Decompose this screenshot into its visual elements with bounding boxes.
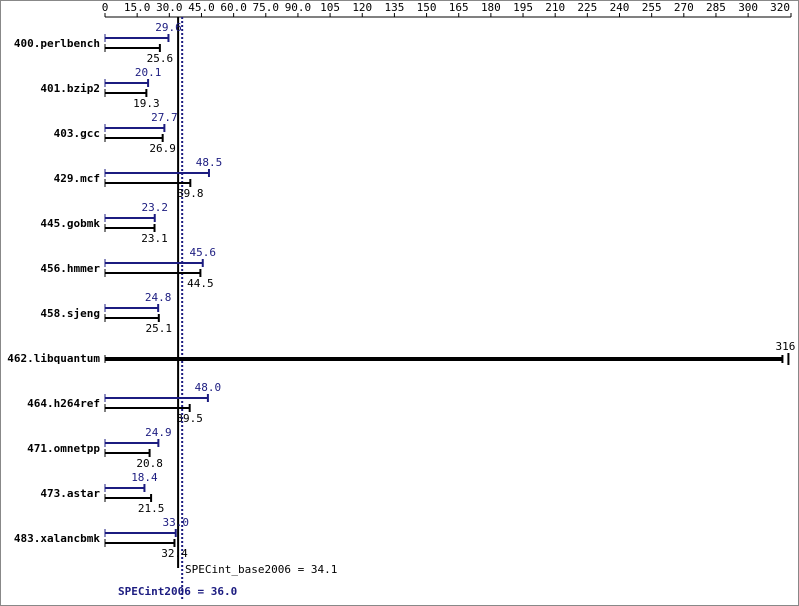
x-tick-label: 120 bbox=[352, 1, 372, 14]
x-tick-label: 135 bbox=[384, 1, 404, 14]
value-label: 316 bbox=[775, 340, 795, 353]
value-label: 27.7 bbox=[151, 111, 178, 124]
value-label: 48.0 bbox=[195, 381, 222, 394]
value-label: 29.6 bbox=[155, 21, 182, 34]
value-label: 26.9 bbox=[149, 142, 176, 155]
x-tick-label: 75.0 bbox=[253, 1, 280, 14]
value-label: 23.2 bbox=[141, 201, 168, 214]
x-tick-label: 105 bbox=[320, 1, 340, 14]
x-tick-label: 30.0 bbox=[156, 1, 183, 14]
x-tick-label: 15.0 bbox=[124, 1, 151, 14]
value-label: 21.5 bbox=[138, 502, 165, 515]
x-tick-label: 180 bbox=[481, 1, 501, 14]
value-label: 39.5 bbox=[176, 412, 203, 425]
x-tick-label: 225 bbox=[577, 1, 597, 14]
x-tick-label: 165 bbox=[449, 1, 469, 14]
value-label: 23.1 bbox=[141, 232, 168, 245]
reference-label: SPECint2006 = 36.0 bbox=[118, 585, 237, 598]
category-label: 403.gcc bbox=[54, 127, 100, 140]
value-label: 33.0 bbox=[162, 516, 189, 529]
category-label: 483.xalancbmk bbox=[14, 532, 100, 545]
value-label: 25.6 bbox=[147, 52, 174, 65]
value-label: 44.5 bbox=[187, 277, 214, 290]
value-label: 39.8 bbox=[177, 187, 204, 200]
value-label: 45.6 bbox=[190, 246, 217, 259]
x-tick-label: 90.0 bbox=[285, 1, 312, 14]
category-label: 456.hmmer bbox=[40, 262, 100, 275]
reference-label: SPECint_base2006 = 34.1 bbox=[185, 563, 337, 576]
category-label: 445.gobmk bbox=[40, 217, 100, 230]
x-tick-label: 300 bbox=[738, 1, 758, 14]
category-label: 400.perlbench bbox=[14, 37, 100, 50]
value-label: 32.4 bbox=[161, 547, 188, 560]
x-tick-label: 60.0 bbox=[220, 1, 247, 14]
category-label: 471.omnetpp bbox=[27, 442, 100, 455]
category-label: 473.astar bbox=[40, 487, 100, 500]
value-label: 24.9 bbox=[145, 426, 172, 439]
x-tick-label: 285 bbox=[706, 1, 726, 14]
value-label: 19.3 bbox=[133, 97, 160, 110]
x-tick-label: 270 bbox=[674, 1, 694, 14]
x-tick-label: 240 bbox=[610, 1, 630, 14]
x-tick-label: 45.0 bbox=[188, 1, 215, 14]
category-label: 401.bzip2 bbox=[40, 82, 100, 95]
category-label: 462.libquantum bbox=[7, 352, 100, 365]
x-tick-label: 210 bbox=[545, 1, 565, 14]
x-tick-label: 0 bbox=[102, 1, 109, 14]
value-label: 20.8 bbox=[136, 457, 163, 470]
x-tick-label: 320 bbox=[770, 1, 790, 14]
value-label: 24.8 bbox=[145, 291, 172, 304]
category-label: 429.mcf bbox=[54, 172, 100, 185]
value-label: 48.5 bbox=[196, 156, 223, 169]
value-label: 20.1 bbox=[135, 66, 162, 79]
x-tick-label: 255 bbox=[642, 1, 662, 14]
value-label: 25.1 bbox=[146, 322, 173, 335]
x-tick-label: 150 bbox=[417, 1, 437, 14]
category-label: 458.sjeng bbox=[40, 307, 100, 320]
category-label: 464.h264ref bbox=[27, 397, 100, 410]
value-label: 18.4 bbox=[131, 471, 158, 484]
x-tick-label: 195 bbox=[513, 1, 533, 14]
